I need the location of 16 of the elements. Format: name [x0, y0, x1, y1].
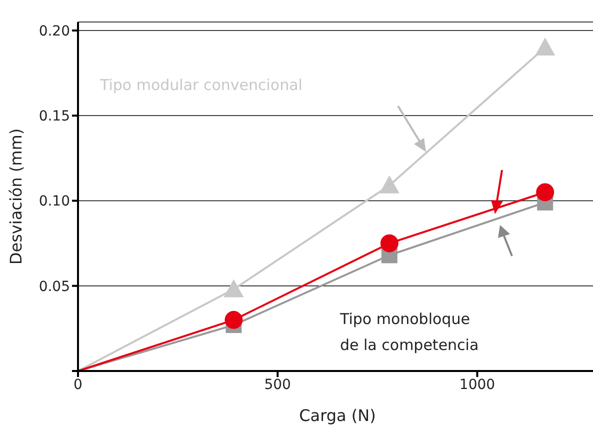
- x-tick-label: 500: [264, 376, 291, 393]
- x-tick-label: 1000: [459, 376, 496, 393]
- y-tick-label: 0.20: [38, 23, 70, 40]
- y-tick-label: 0.10: [38, 194, 70, 210]
- point: [380, 234, 398, 252]
- point: [536, 183, 554, 202]
- point: [535, 38, 556, 56]
- series-label: Tipo monobloque de la competencia: [340, 309, 480, 356]
- point: [224, 279, 244, 298]
- y-tick-label: 0.05: [38, 278, 70, 295]
- y-axis-title: Desviación (mm): [6, 128, 26, 265]
- x-axis-title: Carga (N): [299, 406, 376, 425]
- y-tick-label: 0.15: [38, 108, 70, 125]
- point: [224, 310, 243, 329]
- point: [379, 175, 400, 194]
- x-tick-label: 0: [74, 376, 82, 393]
